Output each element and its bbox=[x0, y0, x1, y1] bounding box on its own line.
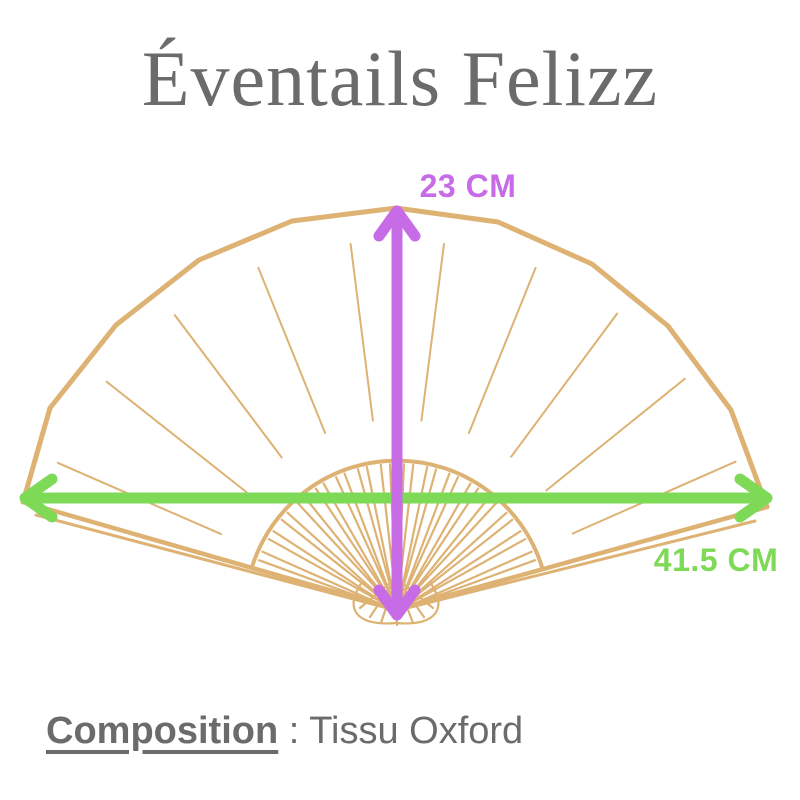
composition-label: Composition bbox=[46, 710, 279, 752]
fan-right-guard-outer bbox=[396, 504, 770, 612]
height-arrow bbox=[373, 205, 421, 621]
page-title: Éventails Felizz bbox=[141, 35, 659, 122]
height-arrow-head-top bbox=[373, 205, 421, 242]
fan-left-guard-outer bbox=[20, 499, 398, 612]
composition-separator: : bbox=[278, 710, 310, 752]
fan-right-guard-inner bbox=[397, 519, 757, 612]
height-arrow-head-bottom bbox=[373, 584, 421, 621]
width-arrow-head-right bbox=[734, 473, 773, 523]
height-measurement-label: 23 CM bbox=[419, 168, 517, 204]
width-arrow-head-left bbox=[19, 473, 58, 523]
composition-value: Tissu Oxford bbox=[309, 710, 524, 752]
fan-left-guard-inner bbox=[34, 513, 397, 612]
width-measurement-label: 41.5 CM bbox=[653, 542, 779, 578]
composition-line: Composition : Tissu Oxford bbox=[46, 708, 523, 754]
fan-drawing bbox=[20, 205, 770, 627]
